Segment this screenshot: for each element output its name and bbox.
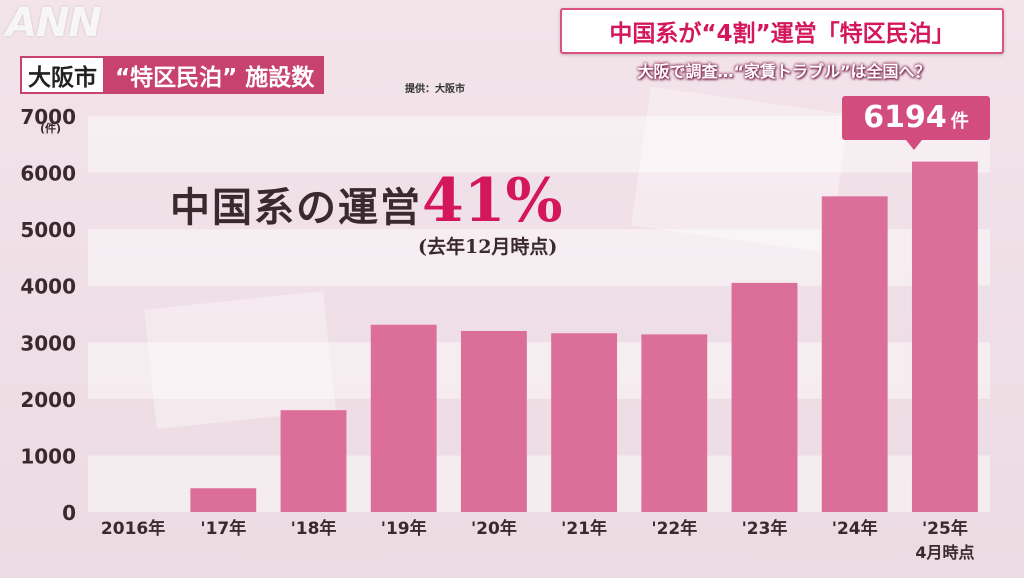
- annotation-text: 中国系の運営41%: [170, 166, 563, 236]
- y-tick-label: 0: [62, 501, 76, 525]
- annotation-percent: 41%: [422, 166, 563, 236]
- x-tick-label: '25年: [922, 518, 968, 539]
- headline-banner: 中国系が“4割”運営「特区民泊」: [560, 8, 1004, 54]
- annotation-label: 中国系の運営: [170, 184, 422, 231]
- chart-band: [88, 116, 990, 173]
- chart-bars: [190, 161, 978, 513]
- y-tick-label: 5000: [20, 218, 76, 242]
- bar: [641, 334, 708, 512]
- x-tick-label: '24年: [832, 518, 878, 539]
- x-tick-label: 2016年: [101, 518, 165, 539]
- x-tick-label: '17年: [200, 518, 246, 539]
- y-tick-label: 3000: [20, 331, 76, 355]
- broadcaster-logo: ANN: [6, 0, 102, 46]
- bar: [190, 488, 257, 512]
- y-tick-label: 7000: [20, 105, 76, 129]
- bar: [370, 324, 437, 512]
- callout-pointer: [906, 140, 922, 150]
- source-credit: 提供：大阪市: [405, 84, 465, 95]
- value-callout: 6194 件: [842, 96, 990, 140]
- x-tick-label: '22年: [651, 518, 697, 539]
- y-axis-ticks: 0 1000 2000 3000 4000 5000 6000 7000: [20, 105, 76, 525]
- y-tick-label: 6000: [20, 162, 76, 186]
- y-axis-unit: (件): [40, 121, 61, 135]
- bar: [731, 282, 798, 512]
- chart-title: 大阪市 “特区民泊” 施設数: [20, 56, 325, 94]
- x-tick-label: '19年: [381, 518, 427, 539]
- bar: [551, 333, 618, 512]
- x-tick-label: '18年: [291, 518, 337, 539]
- bar: [821, 196, 888, 512]
- y-tick-label: 2000: [20, 388, 76, 412]
- x-tick-label: '20年: [471, 518, 517, 539]
- callout-value: 6194: [863, 100, 947, 135]
- x-tick-label: '21年: [561, 518, 607, 539]
- bar: [911, 161, 978, 513]
- y-tick-label: 1000: [20, 444, 76, 468]
- chart-title-city: 大阪市: [20, 56, 105, 94]
- chart-title-text: “特区民泊” 施設数: [105, 56, 325, 94]
- bar: [280, 410, 347, 512]
- x-tick-sublabel: 4月時点: [915, 543, 974, 562]
- annotation-date: (去年12月時点): [418, 236, 558, 258]
- y-tick-label: 4000: [20, 275, 76, 299]
- bar: [460, 330, 527, 512]
- callout-unit: 件: [950, 111, 969, 132]
- x-axis-labels: 2016年 '17年 '18年 '19年 '20年 '21年 '22年 '23年 '24年 '25…: [101, 518, 975, 562]
- sub-headline: 大阪で調査…“家賃トラブル”は全国へ？: [637, 62, 931, 81]
- x-tick-label: '23年: [742, 518, 788, 539]
